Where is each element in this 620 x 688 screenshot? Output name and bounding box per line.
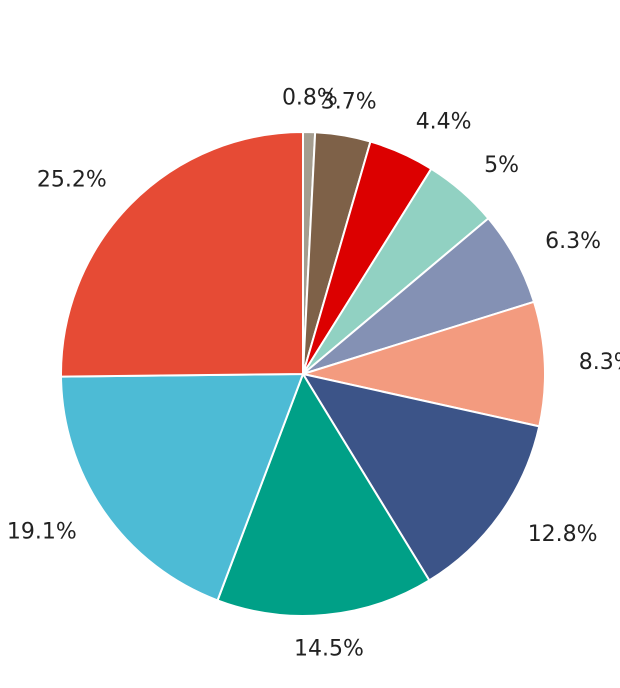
slice-label-7: 14.5%: [294, 636, 364, 661]
slice-label-6: 12.8%: [528, 522, 598, 547]
pie-slice-9: [60, 130, 304, 378]
slice-label-0: 0.8%: [282, 86, 338, 111]
slice-label-3: 5%: [484, 153, 519, 178]
pie-slice-8: [59, 372, 305, 602]
slice-label-5: 8.3%: [579, 350, 620, 375]
slice-label-1: 3.7%: [321, 89, 377, 114]
slice-label-9: 25.2%: [37, 167, 107, 192]
pie-labels: 0.8%3.7% 4.4% 5% 6.3% 8.3% 12.8% 14.5% 19.1% 25.…: [7, 86, 620, 662]
slice-label-2: 4.4%: [416, 110, 472, 135]
pie-slices: [59, 130, 546, 617]
slice-label-8: 19.1%: [7, 520, 77, 545]
pie-slice-6: [300, 372, 541, 582]
pie-slice-5: [299, 300, 546, 428]
slice-label-4: 6.3%: [545, 229, 601, 254]
pie-slice-7: [216, 371, 431, 617]
